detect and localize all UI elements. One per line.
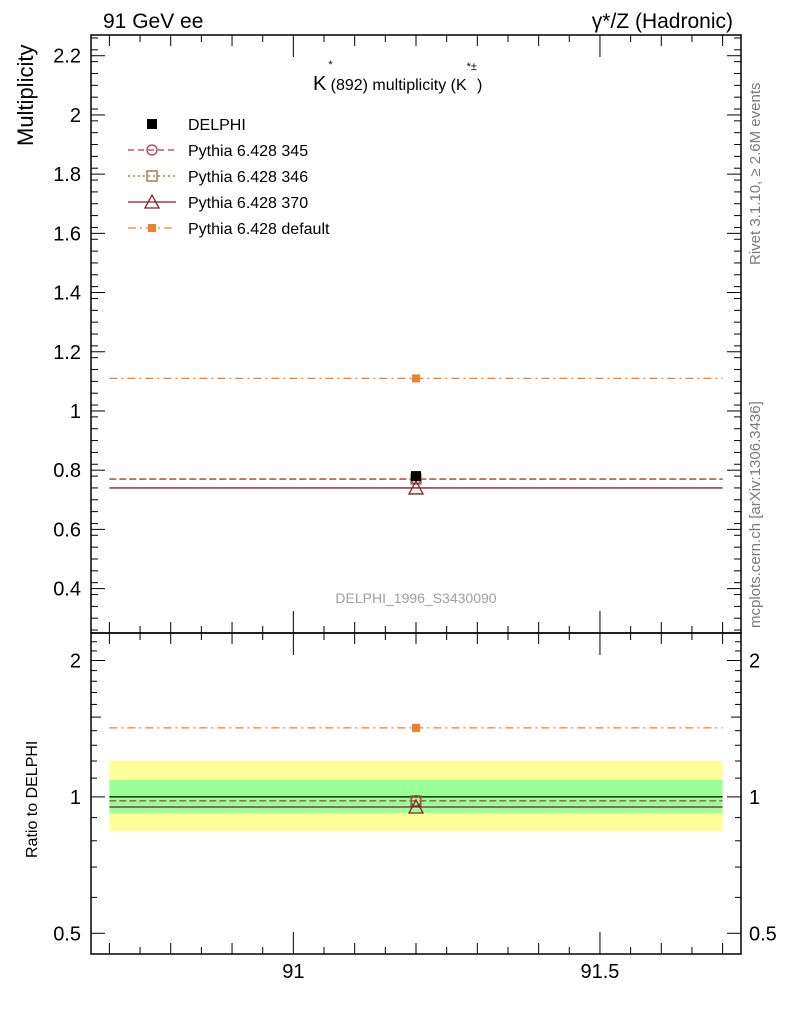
legend-marker xyxy=(146,144,158,156)
ratio-ytick-label-right: 0.5 xyxy=(749,923,777,945)
legend-label: DELPHI xyxy=(188,117,246,134)
main-data-point-delphi xyxy=(411,471,421,482)
ratio-ytick-label-left: 0.5 xyxy=(53,923,81,945)
header-left: 91 GeV ee xyxy=(103,10,203,33)
title-sup: * xyxy=(328,59,333,71)
rivet-label: Rivet 3.1.10, ≥ 2.6M events xyxy=(747,83,764,266)
legend-marker xyxy=(146,170,158,182)
main-ytick-label: 2 xyxy=(70,105,81,127)
main-ytick-label: 0.4 xyxy=(53,579,81,601)
ratio-ytick-label-right: 2 xyxy=(749,650,760,672)
analysis-watermark: DELPHI_1996_S3430090 xyxy=(335,590,496,606)
main-ytick-label: 1.4 xyxy=(53,283,81,305)
header-right: γ*/Z (Hadronic) xyxy=(592,10,733,33)
ratio-marker-pythia-6.428-default xyxy=(412,723,420,732)
ratio-ylabel: Ratio to DELPHI xyxy=(24,741,41,858)
ratio-marks xyxy=(109,723,723,814)
main-marks xyxy=(109,374,723,495)
title-sup2: *± xyxy=(467,61,477,73)
main-ytick-label: 0.6 xyxy=(53,519,81,541)
ratio-ytick-label-left: 2 xyxy=(70,650,81,672)
title-k: K xyxy=(313,73,327,95)
legend-marker xyxy=(148,224,156,232)
main-marker-pythia-6.428-370 xyxy=(407,479,425,495)
main-ytick-label: 1.6 xyxy=(53,223,81,245)
ratio-xtick-label: 91.5 xyxy=(580,961,619,983)
main-ylabel: Multiplicity xyxy=(13,45,38,146)
legend-marker xyxy=(143,193,161,209)
main-ytick-label: 1 xyxy=(70,401,81,423)
ratio-marker-pythia-6.428-370 xyxy=(407,798,425,814)
ratio-ytick-label-right: 1 xyxy=(749,787,760,809)
ratio-ytick-label-left: 1 xyxy=(70,787,81,809)
legend-label: Pythia 6.428 345 xyxy=(188,143,308,160)
main-marker-pythia-6.428-default xyxy=(412,374,420,383)
legend-label: Pythia 6.428 default xyxy=(188,221,330,238)
main-ytick-label: 0.8 xyxy=(53,460,81,482)
title-end: ) xyxy=(477,77,482,94)
ratio-xtick-label: 91 xyxy=(282,961,304,983)
main-title: K* (892) multiplicity (K*±) xyxy=(313,59,482,95)
axes: 0.4 0.6 0.8 1 1.2 1.4 1.6 1.8 2 2.2 91 91.5 0.5 0.5 1 1… xyxy=(53,34,777,983)
title-mid: (892) multiplicity (K xyxy=(331,77,467,94)
main-ytick-label: 1.8 xyxy=(53,164,81,186)
main-ytick-label: 1.2 xyxy=(53,342,81,364)
legend: DELPHI Pythia 6.428 345 Pythia 6.428 346 Py… xyxy=(128,117,330,238)
ratio-marker-pythia-6.428-346 xyxy=(410,795,422,807)
legend-marker-delphi xyxy=(147,119,157,129)
legend-label: Pythia 6.428 370 xyxy=(188,195,308,212)
mcplots-label: mcplots.cern.ch [arXiv:1306.3436] xyxy=(747,401,764,628)
main-ytick-label: 2.2 xyxy=(53,46,81,68)
legend-label: Pythia 6.428 346 xyxy=(188,169,308,186)
